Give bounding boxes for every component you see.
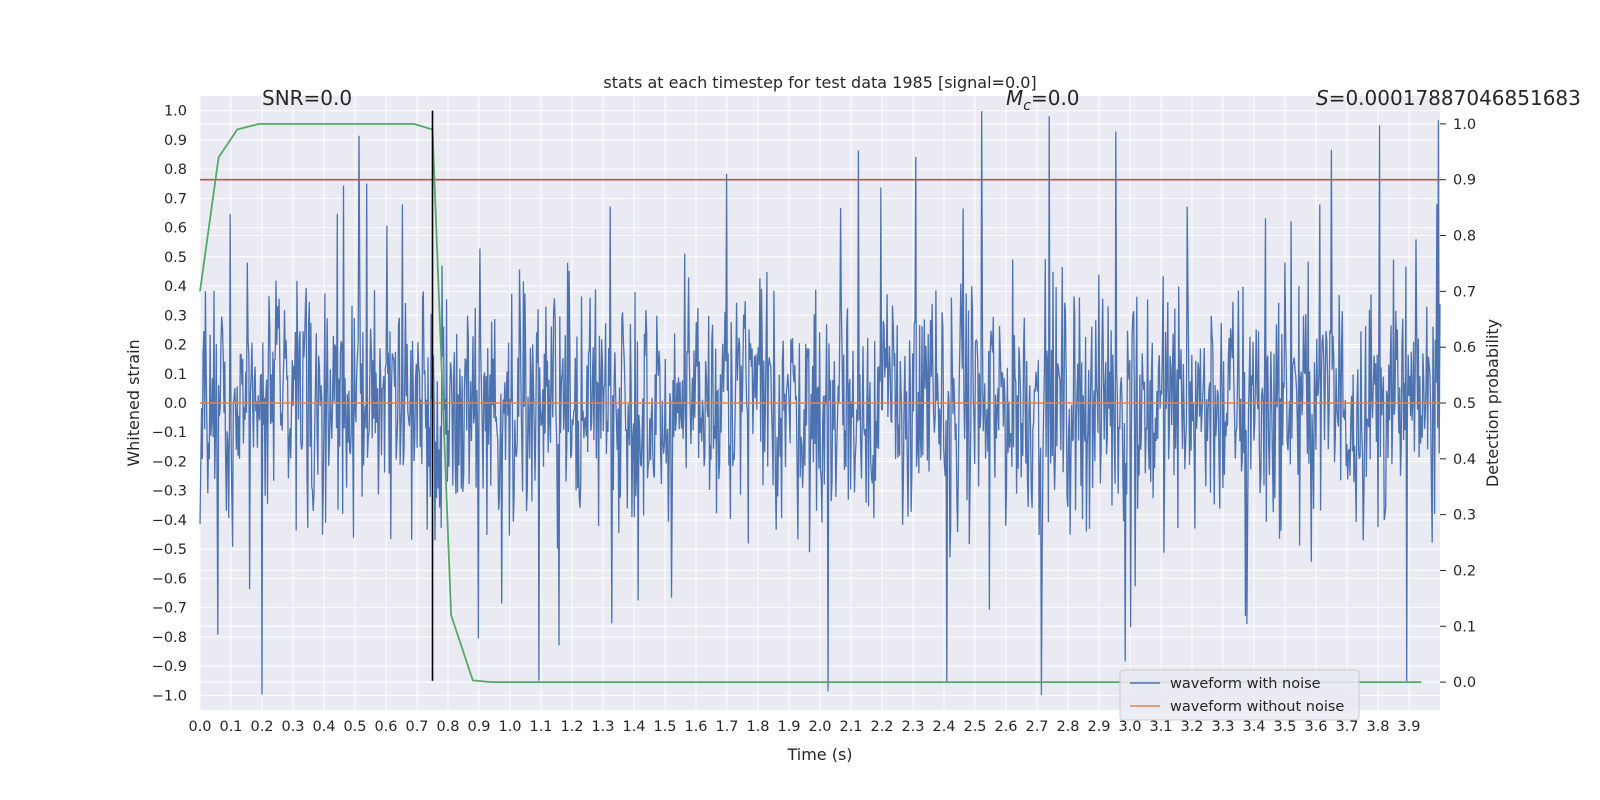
series-layer — [199, 111, 1441, 695]
y-tick-label: 0.8 — [164, 162, 187, 178]
x-tick-label: 0.6 — [374, 719, 397, 735]
x-tick-label: 1.4 — [622, 719, 645, 735]
s-value: =0.00017887046851683 — [1329, 86, 1581, 110]
y-tick-label: 0.4 — [164, 279, 187, 295]
x-tick-label: 0.8 — [436, 719, 459, 735]
x-tick-label: 3.0 — [1118, 719, 1141, 735]
x-tick-label: 2.7 — [1025, 719, 1048, 735]
s-annotation: S=0.00017887046851683 — [1316, 86, 1581, 110]
x-axis-title: Time (s) — [786, 745, 852, 764]
y-axis-title: Whitened strain — [124, 339, 143, 466]
x-tick-label: 3.2 — [1180, 719, 1203, 735]
chart-title: stats at each timestep for test data 198… — [603, 73, 1036, 92]
x-tick-label: 0.1 — [219, 719, 242, 735]
y-tick-label: 0.6 — [164, 221, 187, 237]
y-tick-label: −0.3 — [152, 484, 187, 500]
x-tick-label: 0.0 — [188, 719, 211, 735]
series-line-noise — [199, 111, 1441, 695]
y2-tick-label: 0.9 — [1453, 173, 1476, 189]
x-tick-label: 2.3 — [901, 719, 924, 735]
x-tick-label: 1.5 — [653, 719, 676, 735]
y2-tick-label: 0.1 — [1453, 619, 1476, 635]
y-tick-label: 0.1 — [164, 367, 187, 383]
y-tick-label: −0.6 — [152, 571, 187, 587]
x-tick-label: 3.5 — [1273, 719, 1296, 735]
x-tick-label: 0.4 — [312, 719, 335, 735]
snr-annotation: SNR=0.0 — [262, 86, 352, 110]
x-tick-label: 3.9 — [1397, 719, 1420, 735]
y-tick-label: 1.0 — [164, 104, 187, 120]
y2-tick-label: 0.4 — [1453, 452, 1476, 468]
x-tick-label: 2.5 — [963, 719, 986, 735]
y-tick-label: 0.5 — [164, 250, 187, 266]
mc-annotation: Mc=0.0 — [1006, 86, 1080, 114]
x-tick-label: 2.1 — [839, 719, 862, 735]
y-tick-label: −1.0 — [152, 688, 187, 704]
y-tick-label: −0.8 — [152, 630, 187, 646]
x-tick-label: 0.5 — [343, 719, 366, 735]
x-tick-label: 3.3 — [1211, 719, 1234, 735]
x-tick-label: 2.8 — [1056, 719, 1079, 735]
y2-tick-label: 0.0 — [1453, 675, 1476, 691]
y2-tick-label: 0.7 — [1453, 284, 1476, 300]
y-axis-ticks: 1.0 0.9 0.8 0.7 0.6 0.5 0.4 0.3 0.2 0.1 0.0 −0.1 −0.… — [152, 104, 187, 705]
y2-tick-label: 0.2 — [1453, 563, 1476, 579]
y2-tick-label: 0.8 — [1453, 229, 1476, 245]
y-tick-label: −0.5 — [152, 542, 187, 558]
x-tick-label: 2.0 — [808, 719, 831, 735]
x-tick-label: 2.4 — [932, 719, 955, 735]
annotations: SNR=0.0 Mc=0.0 S=0.00017887046851683 — [262, 86, 1581, 114]
y2-tick-label: 0.5 — [1453, 396, 1476, 412]
x-tick-label: 2.2 — [870, 719, 893, 735]
mc-subscript: c — [1023, 98, 1031, 114]
y2-axis-title: Detection probability — [1483, 319, 1502, 487]
legend-label-clean: waveform without noise — [1170, 699, 1344, 715]
y-tick-label: 0.9 — [164, 133, 187, 149]
x-tick-label: 3.4 — [1242, 719, 1265, 735]
x-tick-label: 3.7 — [1335, 719, 1358, 735]
y2-axis-ticks: 1.0 0.9 0.8 0.7 0.6 0.5 0.4 0.3 0.2 0.1 0.0 — [1440, 117, 1476, 691]
legend-box — [1119, 669, 1360, 721]
overlay-layer — [199, 110, 1440, 683]
x-tick-label: 1.6 — [684, 719, 707, 735]
y2-tick-label: 0.6 — [1453, 340, 1476, 356]
x-tick-label: 3.8 — [1366, 719, 1389, 735]
x-tick-label: 1.1 — [529, 719, 552, 735]
x-tick-label: 0.3 — [281, 719, 304, 735]
s-symbol: S — [1316, 86, 1329, 110]
y-tick-label: −0.9 — [152, 659, 187, 675]
series-line-detection — [199, 123, 1422, 683]
x-tick-label: 3.6 — [1304, 719, 1327, 735]
mc-value: =0.0 — [1031, 86, 1080, 110]
y-tick-label: 0.0 — [164, 396, 187, 412]
y-tick-label: −0.1 — [152, 425, 187, 441]
x-tick-label: 1.7 — [715, 719, 738, 735]
y-tick-label: 0.3 — [164, 308, 187, 324]
legend: waveform with noise waveform without noi… — [1119, 669, 1360, 721]
x-tick-label: 1.8 — [746, 719, 769, 735]
x-tick-label: 3.1 — [1149, 719, 1172, 735]
y-tick-label: −0.7 — [152, 601, 187, 617]
x-tick-label: 0.9 — [467, 719, 490, 735]
x-tick-label: 1.2 — [560, 719, 583, 735]
y-tick-label: 0.7 — [164, 191, 187, 207]
y-tick-label: 0.2 — [164, 338, 187, 354]
x-tick-label: 1.9 — [777, 719, 800, 735]
x-tick-label: 0.7 — [405, 719, 428, 735]
x-tick-label: 2.9 — [1087, 719, 1110, 735]
legend-label-noise: waveform with noise — [1170, 676, 1321, 692]
mc-symbol: M — [1006, 86, 1023, 110]
y-tick-label: −0.2 — [152, 454, 187, 470]
x-tick-label: 1.3 — [591, 719, 614, 735]
x-tick-label: 0.2 — [250, 719, 273, 735]
y2-tick-label: 1.0 — [1453, 117, 1476, 133]
y-tick-label: −0.4 — [152, 513, 187, 529]
x-tick-label: 1.0 — [498, 719, 521, 735]
x-axis-ticks: 0.0 0.1 0.2 0.3 0.4 0.5 0.6 0.7 0.8 0.9 1.0 1.1 1.2 1… — [188, 719, 1420, 735]
y2-tick-label: 0.3 — [1453, 508, 1476, 524]
x-tick-label: 2.6 — [994, 719, 1017, 735]
